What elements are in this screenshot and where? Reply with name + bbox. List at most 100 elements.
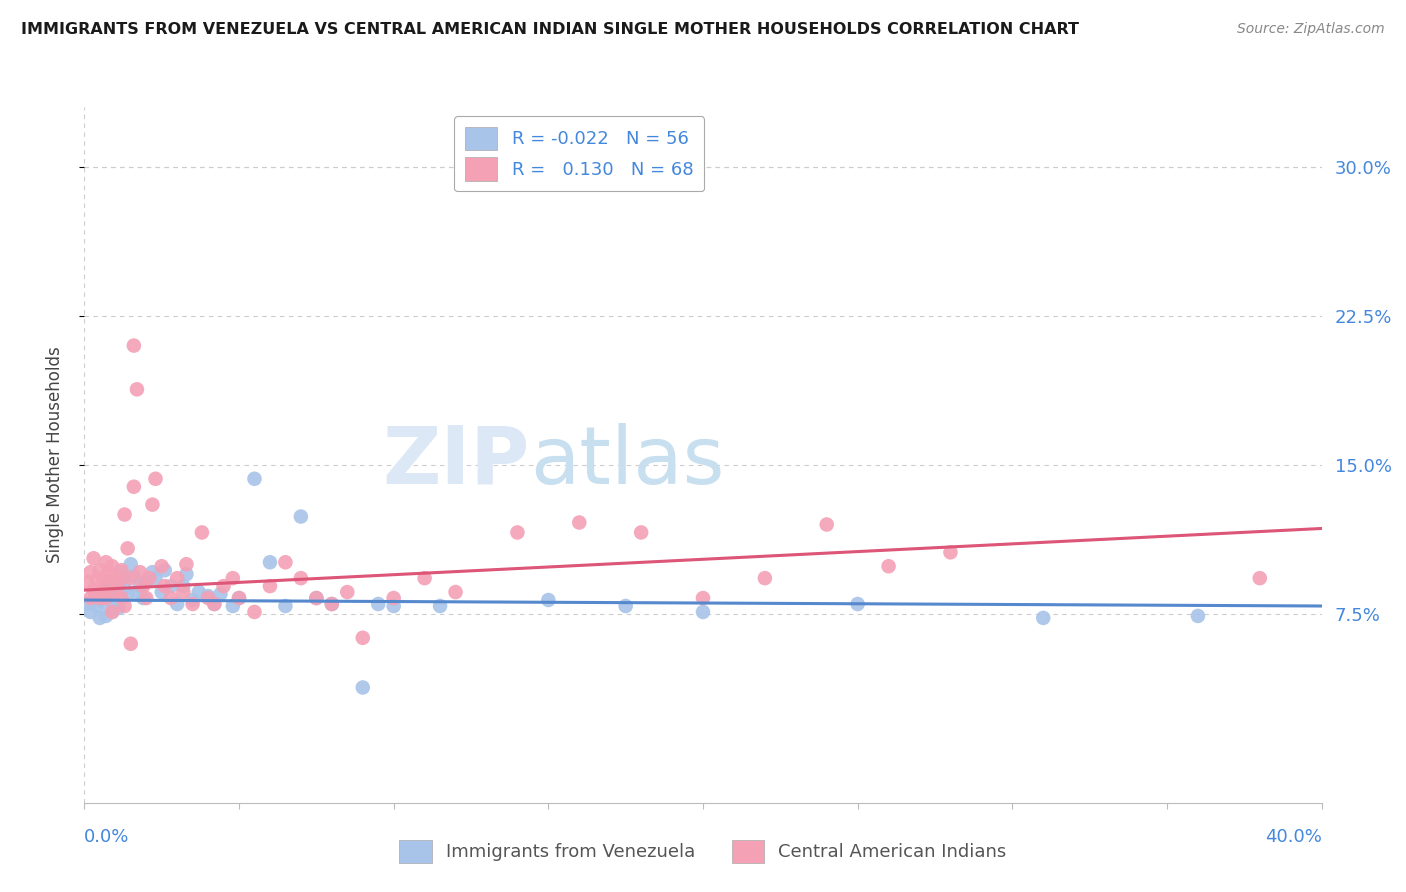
Point [104,585,127,599]
Point [83,583,105,598]
Point [274,599,297,613]
Point [104,571,127,585]
Point [160,579,183,593]
Point [259,579,281,593]
Point [413,571,436,585]
Point [98,575,121,590]
Point [209,587,232,601]
Point [187,585,209,599]
Point [101,605,124,619]
Point [336,585,359,599]
Point [138,571,160,585]
Point [352,681,374,695]
Point [153,563,176,577]
Point [172,585,194,599]
Point [145,571,167,585]
Point [94,591,117,605]
Point [104,585,127,599]
Text: ZIP: ZIP [382,423,530,501]
Point [166,597,188,611]
Point [91,585,114,599]
Point [172,579,194,593]
Point [444,585,467,599]
Point [429,599,451,613]
Point [107,601,129,615]
Point [145,472,167,486]
Point [537,593,560,607]
Point [117,587,139,601]
Point [110,573,132,587]
Text: IMMIGRANTS FROM VENEZUELA VS CENTRAL AMERICAN INDIAN SINGLE MOTHER HOUSEHOLDS CO: IMMIGRANTS FROM VENEZUELA VS CENTRAL AME… [21,22,1078,37]
Point [243,472,266,486]
Point [79,565,101,579]
Point [98,565,121,579]
Point [1187,609,1209,624]
Point [91,571,114,585]
Point [321,597,343,611]
Point [89,611,111,625]
Point [197,591,219,605]
Point [120,558,142,572]
Point [125,585,148,599]
Point [86,573,108,587]
Point [160,591,183,605]
Point [110,563,132,577]
Point [101,559,124,574]
Point [122,569,145,583]
Point [114,508,136,522]
Text: 0.0%: 0.0% [84,828,129,846]
Point [243,605,266,619]
Point [166,571,188,585]
Point [83,593,105,607]
Text: 40.0%: 40.0% [1265,828,1322,846]
Point [110,591,132,605]
Point [1249,571,1271,585]
Point [176,567,198,582]
Point [228,591,250,605]
Point [939,545,962,559]
Point [202,597,225,611]
Point [141,565,163,579]
Point [101,589,124,603]
Point [91,595,114,609]
Point [89,591,111,605]
Point [877,559,900,574]
Point [1032,611,1054,625]
Point [104,597,127,611]
Point [222,571,245,585]
Point [150,585,173,599]
Text: Source: ZipAtlas.com: Source: ZipAtlas.com [1237,22,1385,37]
Point [176,558,198,572]
Point [135,575,157,590]
Point [117,541,139,556]
Point [120,637,142,651]
Point [114,581,136,595]
Point [846,597,869,611]
Point [132,591,155,605]
Point [153,579,176,593]
Point [129,579,152,593]
Point [222,599,245,613]
Point [367,597,389,611]
Point [98,579,121,593]
Point [141,498,163,512]
Point [274,555,297,569]
Point [110,565,132,579]
Point [692,605,714,619]
Point [692,591,714,605]
Point [94,555,117,569]
Point [79,591,101,605]
Point [305,591,328,605]
Point [107,575,129,590]
Point [83,551,105,566]
Point [382,591,405,605]
Point [94,581,117,595]
Point [614,599,637,613]
Point [212,579,235,593]
Legend: Immigrants from Venezuela, Central American Indians: Immigrants from Venezuela, Central Ameri… [388,829,1018,874]
Point [125,382,148,396]
Point [129,565,152,579]
Point [79,605,101,619]
Point [76,575,98,590]
Point [228,591,250,605]
